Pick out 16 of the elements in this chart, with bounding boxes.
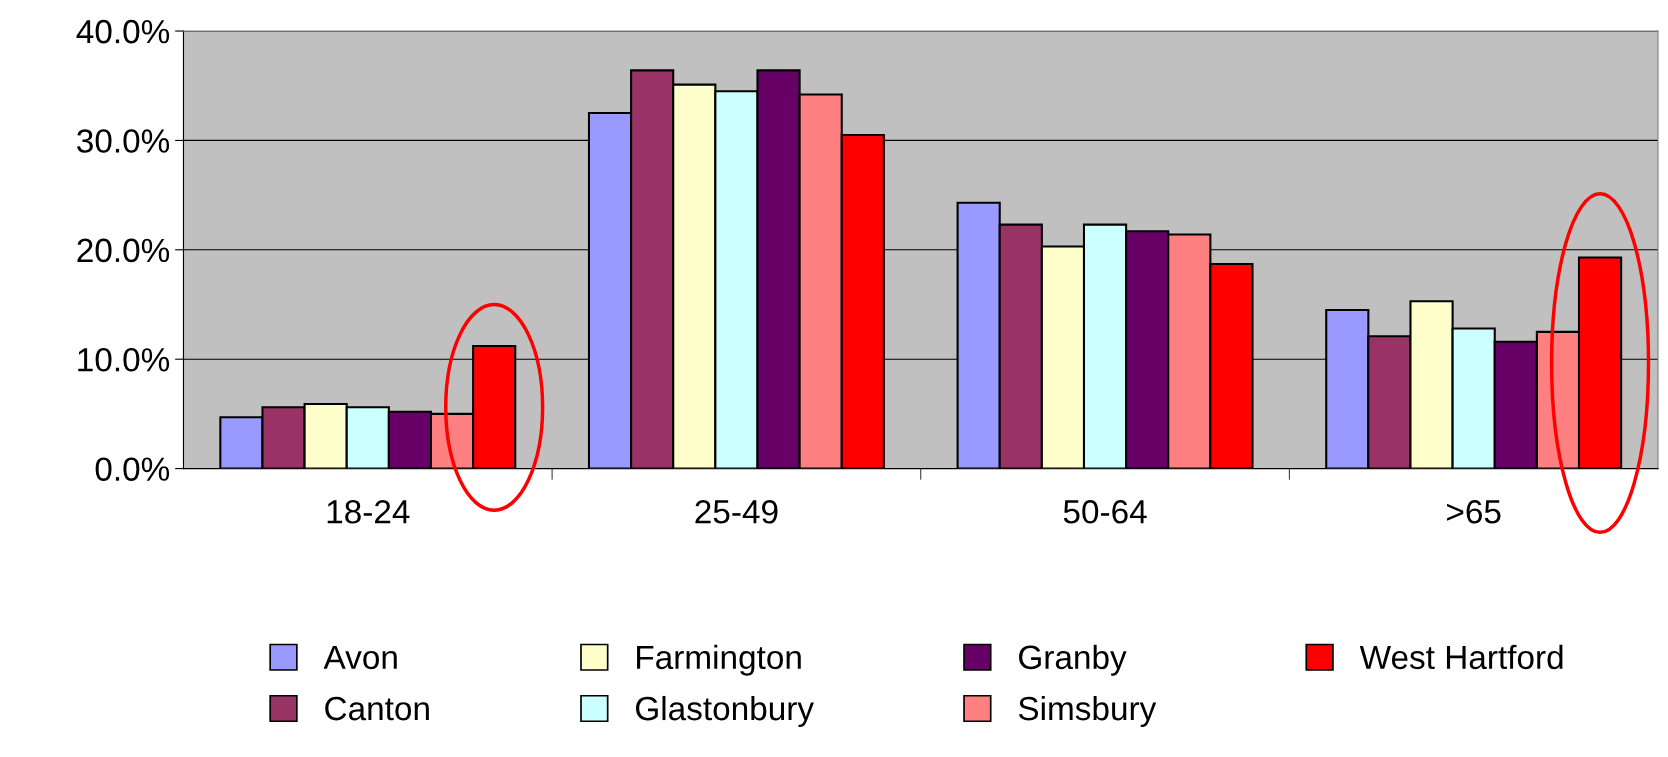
y-tick-label: 30.0% (77, 129, 170, 153)
y-tick-label: 0.0% (95, 457, 170, 481)
x-tick-label: 18-24 (327, 500, 410, 524)
legend-label: Farmington (637, 644, 801, 676)
legend-label: Glastonbury (636, 695, 814, 727)
x-tick-label: >65 (1447, 500, 1501, 524)
y-tick-label: 20.0% (77, 238, 170, 263)
legend-label: West Hartford (1359, 644, 1563, 670)
legend-label: Granby (1019, 644, 1127, 676)
y-tick-label: 40.0% (76, 19, 170, 44)
x-tick-label: 25-49 (695, 500, 778, 524)
x-tick-label: 50-64 (1063, 500, 1147, 524)
y-tick-label: 10.0% (78, 348, 170, 372)
legend-label: Avon (323, 645, 397, 670)
legend-label: Canton (325, 696, 429, 721)
legend-label: Simsbury (1018, 695, 1157, 727)
